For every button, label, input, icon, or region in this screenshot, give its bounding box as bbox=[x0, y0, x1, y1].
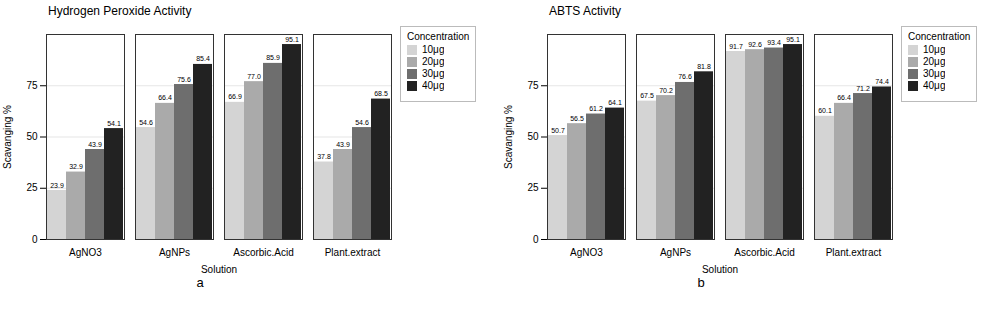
svg-text:61.2: 61.2 bbox=[589, 105, 603, 112]
html-text:a: a bbox=[196, 275, 204, 290]
html-text:Concentration: Concentration bbox=[908, 31, 971, 42]
svg-text:Ascorbic.Acid: Ascorbic.Acid bbox=[233, 247, 294, 258]
svg-text:95.1: 95.1 bbox=[786, 36, 800, 43]
svg-text:77.0: 77.0 bbox=[247, 73, 261, 80]
svg-text:37.8: 37.8 bbox=[317, 153, 331, 160]
svg-text:54.6: 54.6 bbox=[139, 119, 153, 126]
html-text:Concentration: Concentration bbox=[407, 31, 470, 42]
svg-text:25: 25 bbox=[26, 182, 38, 193]
html-text:20μg: 20μg bbox=[923, 56, 946, 67]
svg-text:95.1: 95.1 bbox=[285, 36, 299, 43]
html-text:10μg: 10μg bbox=[422, 44, 445, 55]
svg-text:Scavanging %: Scavanging % bbox=[503, 105, 514, 169]
svg-text:Scavanging %: Scavanging % bbox=[2, 105, 13, 169]
html-text:40μg: 40μg bbox=[923, 80, 946, 91]
svg-text:0: 0 bbox=[32, 234, 38, 245]
html-text:10μg: 10μg bbox=[923, 44, 946, 55]
svg-text:Solution: Solution bbox=[201, 264, 237, 275]
svg-text:Ascorbic.Acid: Ascorbic.Acid bbox=[734, 247, 795, 258]
svg-text:75.6: 75.6 bbox=[177, 76, 191, 83]
svg-text:AgNO3: AgNO3 bbox=[570, 247, 603, 258]
svg-text:74.4: 74.4 bbox=[875, 78, 889, 85]
svg-text:85.9: 85.9 bbox=[266, 54, 280, 61]
svg-text:AgNPs: AgNPs bbox=[660, 247, 691, 258]
svg-text:91.7: 91.7 bbox=[729, 43, 743, 50]
svg-text:54.6: 54.6 bbox=[355, 119, 369, 126]
svg-text:50: 50 bbox=[26, 131, 38, 142]
html-text:ABTS Activity: ABTS Activity bbox=[549, 4, 621, 18]
svg-text:43.9: 43.9 bbox=[88, 141, 102, 148]
svg-text:81.8: 81.8 bbox=[697, 63, 711, 70]
svg-text:56.5: 56.5 bbox=[570, 115, 584, 122]
svg-text:93.4: 93.4 bbox=[767, 39, 781, 46]
svg-text:60.1: 60.1 bbox=[818, 107, 832, 114]
svg-text:Plant.extract: Plant.extract bbox=[325, 247, 381, 258]
svg-text:50.7: 50.7 bbox=[551, 127, 565, 134]
html-text:30μg: 30μg bbox=[422, 68, 445, 79]
svg-text:85.4: 85.4 bbox=[196, 55, 210, 62]
svg-text:66.4: 66.4 bbox=[837, 94, 851, 101]
svg-text:75: 75 bbox=[527, 80, 539, 91]
svg-text:70.2: 70.2 bbox=[659, 87, 673, 94]
svg-text:AgNO3: AgNO3 bbox=[69, 247, 102, 258]
svg-text:67.5: 67.5 bbox=[640, 92, 654, 99]
html-text:30μg: 30μg bbox=[923, 68, 946, 79]
svg-text:66.4: 66.4 bbox=[158, 94, 172, 101]
html-text:b: b bbox=[697, 275, 705, 290]
svg-text:76.6: 76.6 bbox=[678, 73, 692, 80]
svg-text:Plant.extract: Plant.extract bbox=[826, 247, 882, 258]
html-text:Hydrogen Peroxide Activity: Hydrogen Peroxide Activity bbox=[48, 4, 192, 18]
svg-text:Solution: Solution bbox=[702, 264, 738, 275]
html-text:20μg: 20μg bbox=[422, 56, 445, 67]
svg-text:25: 25 bbox=[527, 182, 539, 193]
svg-text:68.5: 68.5 bbox=[374, 90, 388, 97]
svg-text:71.2: 71.2 bbox=[856, 85, 870, 92]
svg-text:54.1: 54.1 bbox=[107, 120, 121, 127]
svg-text:43.9: 43.9 bbox=[336, 141, 350, 148]
svg-text:0: 0 bbox=[533, 234, 539, 245]
svg-text:50: 50 bbox=[527, 131, 539, 142]
html-text:40μg: 40μg bbox=[422, 80, 445, 91]
svg-text:75: 75 bbox=[26, 80, 38, 91]
svg-text:32.9: 32.9 bbox=[69, 163, 83, 170]
svg-text:AgNPs: AgNPs bbox=[159, 247, 190, 258]
svg-text:64.1: 64.1 bbox=[608, 99, 622, 106]
svg-text:23.9: 23.9 bbox=[50, 182, 64, 189]
svg-text:92.6: 92.6 bbox=[748, 41, 762, 48]
svg-text:66.9: 66.9 bbox=[228, 93, 242, 100]
